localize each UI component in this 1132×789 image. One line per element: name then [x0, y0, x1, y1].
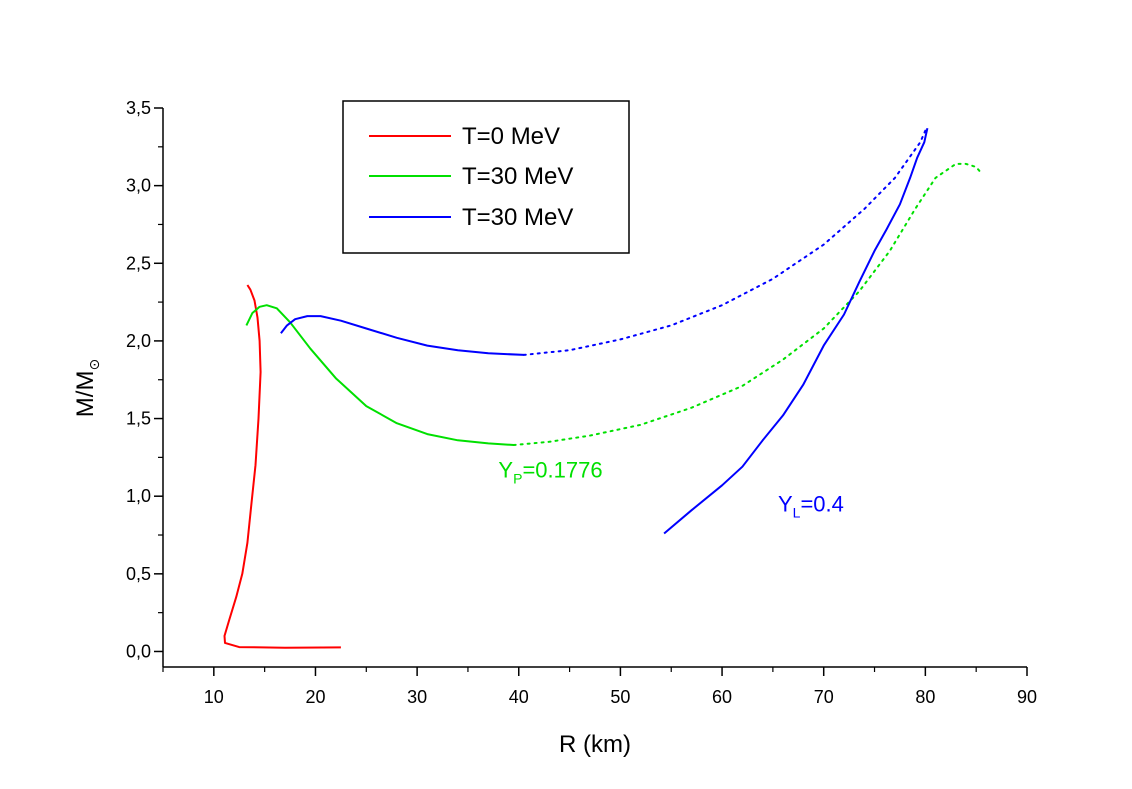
x-tick-label: 20	[305, 687, 325, 707]
annotation-yp-rest: =0.1776	[522, 458, 602, 483]
y-tick-label: 1,0	[126, 486, 151, 506]
x-tick-label: 30	[407, 687, 427, 707]
x-tick-label: 10	[204, 687, 224, 707]
y-tick-label: 2,5	[126, 253, 151, 273]
y-tick-label: 3,0	[126, 176, 151, 196]
series-layer	[223, 127, 983, 649]
series-2-segment-0-solid	[280, 315, 524, 356]
legend-label-1: T=30 MeV	[462, 163, 573, 190]
legend-label-0: T=0 MeV	[462, 123, 560, 150]
y-axis-title: M/M⊙	[72, 359, 102, 417]
series-0-segment-0-solid	[223, 284, 341, 649]
y-tick-label: 0,0	[126, 641, 151, 661]
series-2-segment-2-solid	[663, 127, 929, 535]
annotation-yp-sub: P	[513, 471, 522, 487]
y-tick-label: 1,5	[126, 409, 151, 429]
series-2-segment-1-dotted	[522, 127, 928, 356]
annotation-yl-main: Y	[778, 492, 793, 517]
annotation-yl: YL=0.4	[778, 492, 844, 521]
x-tick-label: 60	[712, 687, 732, 707]
annotation-yl-sub: L	[793, 505, 801, 521]
axes-layer: 10 20 30 40 50 60 70 80 90 0,0 0,5 1,0 1,5 2,0 2,5 3,0 3…	[126, 98, 1037, 707]
x-tick-label: 50	[610, 687, 630, 707]
x-tick-label: 90	[1017, 687, 1037, 707]
y-axis-title-main: M/M	[72, 371, 99, 418]
y-tick-label: 0,5	[126, 564, 151, 584]
y-axis-title-sub: ⊙	[86, 359, 102, 371]
series-1-segment-1-dotted	[512, 162, 983, 446]
annotation-yp-main: Y	[498, 458, 513, 483]
annotation-yp: YP=0.1776	[498, 458, 602, 487]
legend: T=0 MeV T=30 MeV T=30 MeV	[342, 100, 630, 254]
x-axis-title: R (km)	[559, 731, 631, 758]
y-tick-label: 2,0	[126, 331, 151, 351]
x-tick-label: 80	[915, 687, 935, 707]
x-tick-label: 40	[509, 687, 529, 707]
y-tick-label: 3,5	[126, 98, 151, 118]
series-1-segment-0-solid	[245, 304, 514, 446]
legend-label-2: T=30 MeV	[462, 204, 573, 231]
x-tick-label: 70	[814, 687, 834, 707]
annotation-yl-rest: =0.4	[800, 492, 843, 517]
